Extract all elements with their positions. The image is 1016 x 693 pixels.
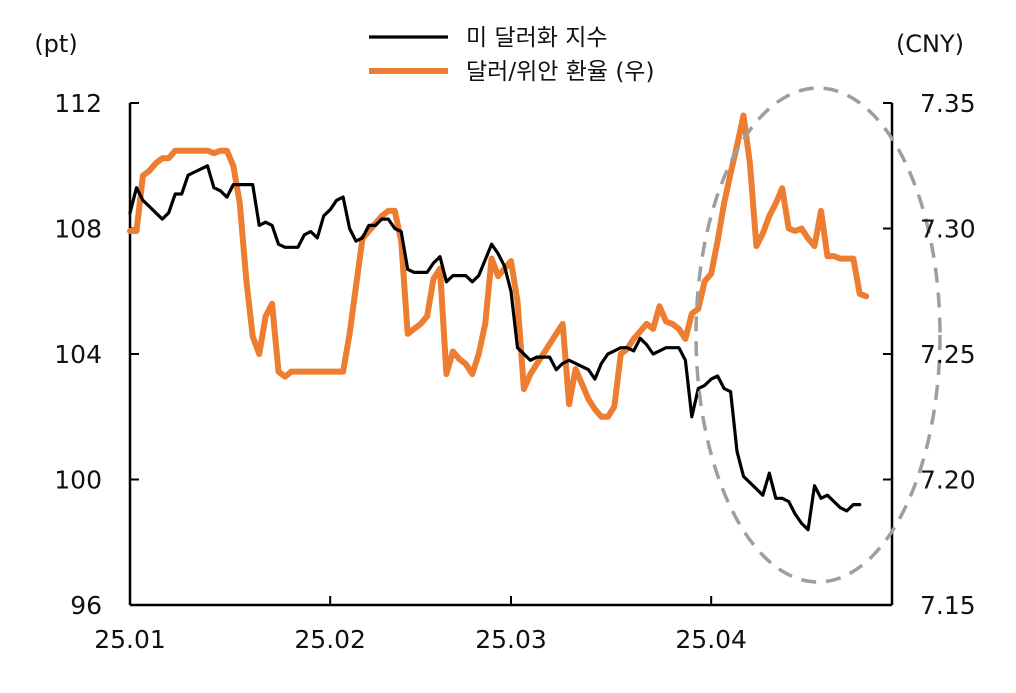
series-layer (127, 112, 870, 532)
right-tick-label: 7.30 (920, 215, 976, 244)
x-tick-label: 25.01 (94, 625, 166, 654)
right-tick-label: 7.15 (920, 591, 976, 620)
left-tick-label: 104 (54, 340, 102, 369)
april-highlight-ellipse (694, 86, 942, 584)
series-line-0 (128, 164, 862, 532)
left-tick-label: 96 (70, 591, 102, 620)
x-tick-label: 25.04 (675, 625, 747, 654)
series-line-1 (127, 112, 870, 420)
legend-label-1: 달러/위안 환율 (우) (466, 59, 654, 85)
left-tick-label: 108 (54, 215, 102, 244)
legend-label-0: 미 달러화 지수 (466, 25, 608, 51)
x-tick-label: 25.03 (475, 625, 547, 654)
axes-layer (128, 102, 894, 607)
right-tick-label: 7.20 (920, 466, 976, 495)
right-axis-unit: (CNY) (896, 30, 964, 58)
left-tick-label: 112 (54, 89, 102, 118)
label-layer: 112 108 104 100 96 7.35 7.30 7.25 7.20 7.15 25.01 2… (34, 25, 975, 654)
right-tick-label: 7.35 (920, 89, 976, 118)
x-tick-label: 25.02 (294, 625, 366, 654)
left-tick-label: 100 (54, 466, 102, 495)
right-tick-label: 7.25 (920, 340, 976, 369)
left-axis-unit: (pt) (34, 30, 77, 58)
annotation-layer (694, 86, 942, 584)
